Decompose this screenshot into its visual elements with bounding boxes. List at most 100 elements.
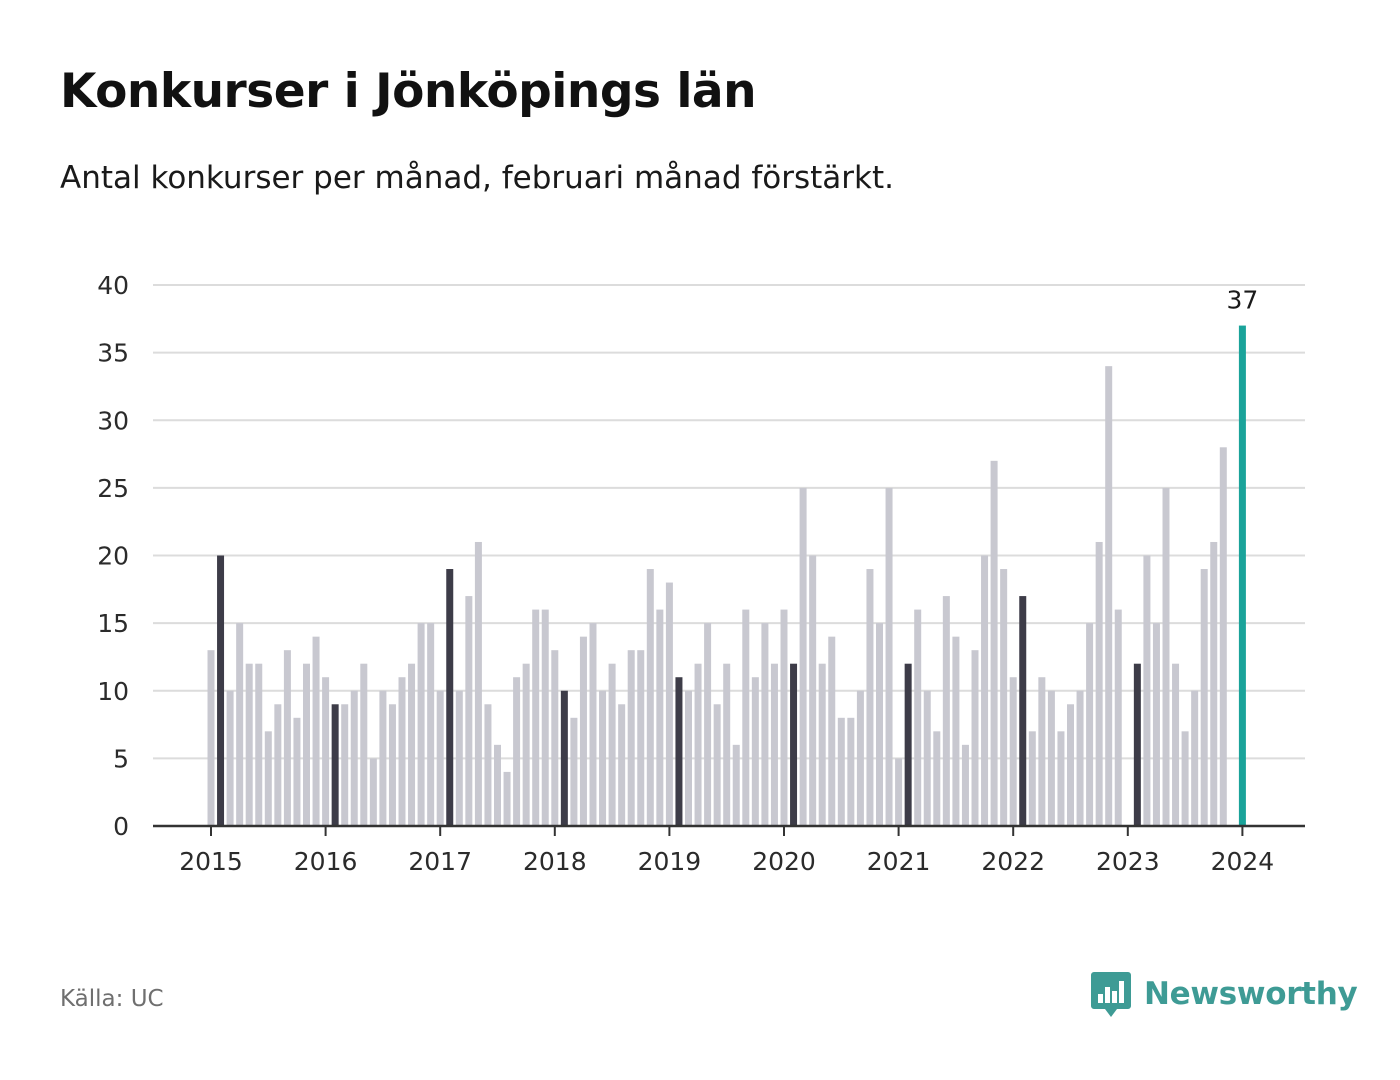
latest-bar bbox=[1238, 325, 1246, 826]
bar bbox=[656, 609, 664, 826]
x-tick-label: 2020 bbox=[752, 847, 816, 876]
labels: 0 5 10 15 20 25 30 35 40 2015 2016 2017 2018 2019 2020… bbox=[97, 271, 1274, 876]
bar bbox=[1028, 731, 1036, 826]
bar bbox=[627, 650, 635, 826]
bar bbox=[570, 717, 578, 826]
x-tick-label: 2019 bbox=[638, 847, 702, 876]
bar bbox=[1219, 447, 1227, 826]
bar bbox=[1009, 677, 1017, 826]
bar bbox=[961, 744, 969, 826]
bar bbox=[1038, 677, 1046, 826]
bar bbox=[685, 690, 692, 826]
bar bbox=[274, 704, 282, 826]
x-tick-label: 2016 bbox=[294, 847, 358, 876]
bar bbox=[637, 650, 645, 826]
bar bbox=[809, 555, 817, 826]
bar bbox=[828, 636, 836, 826]
bar-chart: 0 5 10 15 20 25 30 35 40 2015 2016 2017 2018 2019 2020… bbox=[97, 271, 1305, 876]
bar bbox=[417, 623, 425, 826]
bar bbox=[465, 596, 473, 826]
bar bbox=[408, 663, 416, 826]
bar bbox=[245, 663, 253, 826]
bar bbox=[484, 704, 492, 826]
bar bbox=[933, 731, 941, 826]
x-tick-label: 2018 bbox=[523, 847, 587, 876]
bar bbox=[1143, 555, 1151, 826]
february-bar bbox=[446, 569, 454, 826]
y-tick-label: 0 bbox=[113, 812, 129, 841]
bar bbox=[1105, 366, 1113, 826]
bar bbox=[341, 704, 349, 826]
bar bbox=[799, 487, 807, 826]
bar bbox=[255, 663, 263, 826]
bar bbox=[1086, 623, 1094, 826]
bar bbox=[1172, 663, 1180, 826]
bar bbox=[303, 663, 310, 826]
y-tick-label: 40 bbox=[97, 271, 129, 300]
bar bbox=[360, 663, 368, 826]
x-tick-label: 2023 bbox=[1096, 847, 1160, 876]
bar bbox=[1000, 569, 1008, 826]
bar bbox=[1047, 690, 1055, 826]
bar bbox=[952, 636, 960, 826]
bars bbox=[207, 325, 1246, 826]
bar bbox=[866, 569, 874, 826]
brand-name: Newsworthy bbox=[1144, 976, 1358, 1012]
x-tick-label: 2015 bbox=[179, 847, 243, 876]
bar bbox=[895, 758, 903, 826]
y-tick-label: 15 bbox=[97, 609, 129, 638]
bar bbox=[312, 636, 320, 826]
bar bbox=[876, 623, 883, 826]
bar bbox=[398, 677, 406, 826]
bar bbox=[818, 663, 826, 826]
bar bbox=[494, 744, 501, 826]
bar bbox=[264, 731, 272, 826]
bar-chart-speech-bubble-icon bbox=[1091, 972, 1131, 1017]
february-bar bbox=[331, 704, 339, 826]
latest-value-label: 37 bbox=[1226, 286, 1258, 315]
y-tick-label: 30 bbox=[97, 406, 129, 435]
bar bbox=[599, 690, 607, 826]
bar bbox=[1152, 623, 1160, 826]
bar bbox=[885, 487, 893, 826]
bar bbox=[1057, 731, 1065, 826]
bar bbox=[923, 690, 931, 826]
bar bbox=[236, 623, 244, 826]
bar bbox=[589, 623, 597, 826]
bar bbox=[1210, 541, 1218, 826]
bar bbox=[856, 690, 864, 826]
bar bbox=[981, 555, 989, 826]
bar bbox=[283, 650, 291, 826]
bar bbox=[532, 609, 540, 826]
y-tick-label: 25 bbox=[97, 474, 129, 503]
chart-title: Konkurser i Jönköpings län bbox=[60, 64, 757, 119]
brand-logo: Newsworthy bbox=[1090, 970, 1358, 1018]
source-note: Källa: UC bbox=[60, 986, 164, 1012]
bar bbox=[293, 717, 301, 826]
bar bbox=[732, 744, 740, 826]
bar bbox=[770, 663, 778, 826]
bar bbox=[618, 704, 626, 826]
bar bbox=[474, 541, 482, 826]
bar bbox=[694, 663, 702, 826]
axes bbox=[153, 824, 1305, 836]
bar bbox=[837, 717, 845, 826]
y-tick-label: 10 bbox=[97, 677, 129, 706]
y-tick-label: 5 bbox=[113, 744, 129, 773]
bar bbox=[513, 677, 521, 826]
bar bbox=[723, 663, 731, 826]
bar bbox=[379, 690, 387, 826]
bar bbox=[455, 690, 463, 826]
x-tick-label: 2021 bbox=[867, 847, 931, 876]
bar bbox=[971, 650, 979, 826]
bar bbox=[1076, 690, 1084, 826]
bar bbox=[713, 704, 721, 826]
bar bbox=[322, 677, 330, 826]
x-tick-label: 2017 bbox=[408, 847, 472, 876]
bar bbox=[436, 690, 444, 826]
bar bbox=[990, 460, 998, 826]
february-bar bbox=[217, 555, 225, 826]
february-bar bbox=[675, 677, 683, 826]
bar bbox=[1067, 704, 1074, 826]
y-tick-label: 35 bbox=[97, 339, 129, 368]
